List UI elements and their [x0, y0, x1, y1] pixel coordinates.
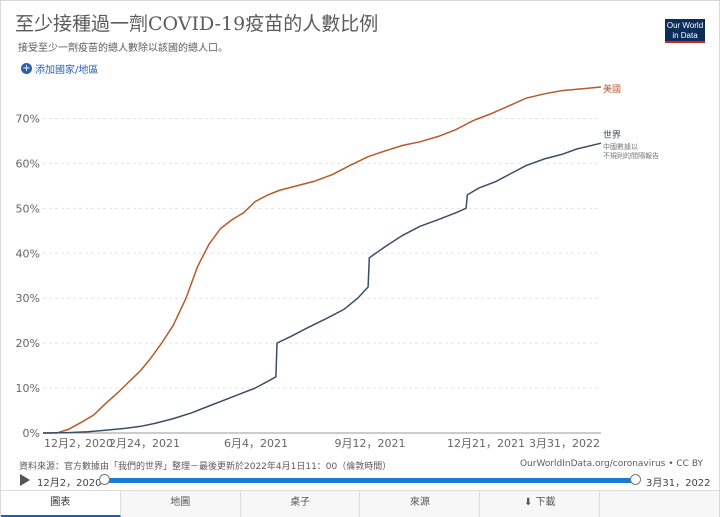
- chart-subtitle: 接受至少一劑疫苗的總人數除以該國的總人口。: [18, 43, 228, 54]
- x-tick-label: 9月12，2021: [335, 437, 406, 450]
- x-tick-label: 12月21，2021: [447, 437, 525, 450]
- tab-4[interactable]: ⬇ 下載: [480, 491, 601, 517]
- timeline-track[interactable]: [104, 478, 635, 483]
- timeline: 12月2，2020 3月31，2022: [1, 471, 719, 489]
- y-tick-label: 0%: [23, 427, 40, 440]
- x-tick-label: 2月24，2021: [109, 437, 180, 450]
- series-label: 世界: [603, 129, 621, 141]
- x-tick-label: 2020: [85, 437, 113, 450]
- add-country-label: 添加國家/地區: [35, 65, 99, 76]
- tab-2[interactable]: 桌子: [241, 491, 361, 517]
- owid-logo[interactable]: Our World in Data: [665, 19, 705, 43]
- tab-5[interactable]: [600, 491, 719, 517]
- logo-line-1: Our World: [666, 21, 704, 30]
- y-tick-label: 40%: [16, 247, 40, 260]
- source-text: 資料來源：官方數據由「我們的世界」整理－最後更新於2022年4月1日11：00（…: [19, 462, 392, 472]
- series-note: 不規則的間隔報告: [603, 151, 659, 160]
- y-tick-label: 60%: [16, 157, 40, 170]
- x-tick-label: 12月2，: [44, 437, 87, 450]
- y-tick-label: 20%: [16, 337, 40, 350]
- y-tick-label: 30%: [16, 292, 40, 305]
- y-tick-label: 10%: [16, 382, 40, 395]
- series-line: [42, 142, 602, 434]
- y-tick-label: 70%: [16, 112, 40, 125]
- series-lines: [42, 86, 602, 434]
- bottom-tabs: 圖表 地圖 桌子 來源 ⬇ 下載: [1, 490, 719, 517]
- logo-line-2: in Data: [672, 31, 698, 40]
- timeline-end-handle[interactable]: [630, 474, 641, 485]
- y-tick-label: 50%: [16, 202, 40, 215]
- tab-3[interactable]: 來源: [360, 491, 481, 517]
- x-tick-label: 3月31，2022: [529, 437, 600, 450]
- x-tick-label: 6月4，2021: [224, 437, 288, 450]
- source-link[interactable]: OurWorldInData.org/coronavirus • CC BY: [519, 459, 703, 469]
- y-grid: 0% 10% 20% 30% 40% 50% 60% 70%: [16, 112, 601, 440]
- plus-icon: +: [21, 63, 32, 74]
- series-label: 美國: [603, 83, 621, 95]
- series-line: [43, 86, 602, 434]
- series-note: 中國數據以: [603, 142, 638, 151]
- timeline-start-handle[interactable]: [99, 474, 110, 485]
- play-icon[interactable]: [20, 474, 30, 486]
- add-country-button[interactable]: + 添加國家/地區: [21, 61, 98, 76]
- timeline-end-label: 3月31，2022: [646, 478, 711, 489]
- timeline-start-label: 12月2，2020: [37, 478, 102, 489]
- line-chart: 0% 10% 20% 30% 40% 50% 60% 70% 12月2，20202月24，20…: [16, 83, 659, 450]
- tab-0[interactable]: 圖表: [1, 491, 121, 517]
- chart-title: 至少接種過一劑COVID-19疫苗的人數比例: [15, 13, 379, 35]
- tab-1[interactable]: 地圖: [121, 491, 241, 517]
